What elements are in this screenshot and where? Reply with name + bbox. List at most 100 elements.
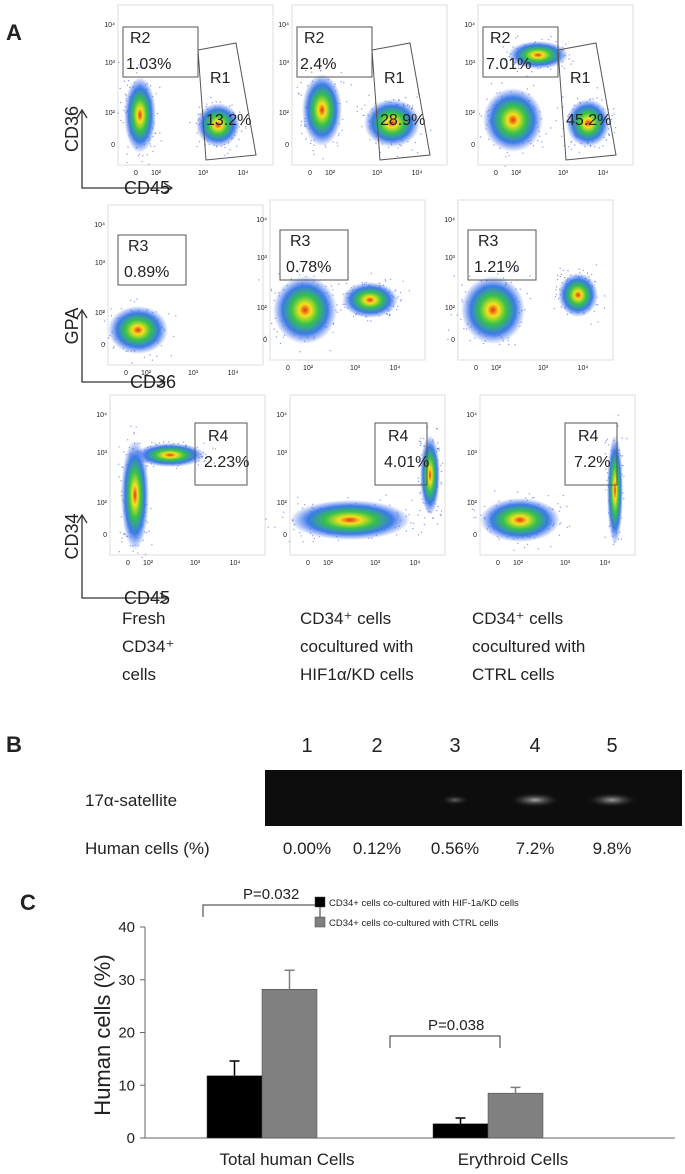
event-dot xyxy=(304,69,307,72)
event-dot xyxy=(155,93,157,95)
flow-plot: 0 10² 10³ 10⁴ 0 10² 10³ 10⁴ R3 0.78% xyxy=(256,199,426,372)
event-dot xyxy=(463,327,465,330)
event-dot xyxy=(490,82,493,85)
column-caption: cells xyxy=(122,665,156,684)
event-dot xyxy=(566,526,569,529)
event-dot xyxy=(345,282,348,284)
x-tick-label: 10² xyxy=(325,170,336,177)
lane-number: 4 xyxy=(529,735,540,757)
event-dot xyxy=(621,455,623,457)
gate-name: R4 xyxy=(388,428,409,445)
density-blob xyxy=(558,273,598,317)
event-dot xyxy=(438,449,440,452)
gate xyxy=(374,422,428,486)
event-dot xyxy=(542,146,544,148)
y-tick-label: 10⁴ xyxy=(278,22,289,29)
event-dot xyxy=(501,82,503,84)
gate-percent: 7.2% xyxy=(574,454,610,471)
event-dot xyxy=(475,516,477,518)
event-dot xyxy=(567,270,569,272)
event-dot xyxy=(389,278,392,281)
event-dot xyxy=(224,154,226,157)
event-dot xyxy=(224,146,226,149)
event-dot xyxy=(417,480,420,483)
density-blob xyxy=(607,435,623,545)
x-tick-label: 0 xyxy=(286,365,290,372)
event-dot xyxy=(160,140,162,142)
x-tick-label: 0 xyxy=(134,170,138,177)
event-dot xyxy=(173,335,175,338)
y-tick-label: 0 xyxy=(101,342,105,349)
event-dot xyxy=(555,40,557,43)
error-bar xyxy=(510,1086,521,1094)
event-dot xyxy=(504,59,506,61)
density-blob xyxy=(461,276,525,344)
event-dot xyxy=(146,154,149,156)
event-dot xyxy=(519,288,521,290)
gate-percent: 7.01% xyxy=(486,56,531,73)
y-tick-label: 10² xyxy=(97,500,108,507)
y-tick-label: 10 xyxy=(118,1077,135,1094)
event-dot xyxy=(460,318,462,321)
event-dot xyxy=(529,297,532,300)
density-blob xyxy=(135,443,205,467)
event-dot xyxy=(523,547,526,549)
event-dot xyxy=(198,106,200,108)
event-dot xyxy=(204,453,207,455)
lane-percent: 7.2% xyxy=(516,839,555,858)
event-dot xyxy=(141,556,143,559)
event-dot xyxy=(203,460,205,463)
event-dot xyxy=(447,338,449,341)
x-tick-label: 10⁴ xyxy=(230,560,241,567)
event-dot xyxy=(144,553,147,555)
event-dot xyxy=(568,58,570,60)
gate xyxy=(557,42,617,161)
event-dot xyxy=(559,275,562,278)
event-dot xyxy=(413,522,415,525)
event-dot xyxy=(275,336,278,338)
event-dot xyxy=(189,121,191,124)
event-dot xyxy=(562,494,565,497)
event-dot xyxy=(211,102,213,104)
density-blob xyxy=(108,306,168,354)
event-dot xyxy=(602,145,604,147)
event-dot xyxy=(288,540,291,542)
x-axis-label: CD36 xyxy=(130,372,176,392)
event-dot xyxy=(539,135,541,137)
event-dot xyxy=(229,149,231,151)
event-dot xyxy=(497,273,499,275)
event-dot xyxy=(340,71,342,74)
event-dot xyxy=(613,132,616,134)
event-dot xyxy=(175,315,177,317)
event-dot xyxy=(394,290,396,292)
event-dot xyxy=(412,527,414,530)
event-dot xyxy=(159,86,161,89)
gel-band xyxy=(441,795,469,805)
event-dot xyxy=(133,443,136,445)
event-dot xyxy=(440,481,443,484)
event-dot xyxy=(296,86,298,89)
y-tick-label: 0 xyxy=(103,532,107,539)
axis-arrow xyxy=(76,108,174,194)
event-dot xyxy=(342,118,344,121)
event-dot xyxy=(267,526,269,528)
gate-name: R3 xyxy=(290,233,311,250)
event-dot xyxy=(156,112,159,115)
event-dot xyxy=(121,466,123,468)
event-dot xyxy=(605,440,607,442)
event-dot xyxy=(486,98,488,100)
event-dot xyxy=(362,115,365,117)
event-dot xyxy=(515,269,518,271)
event-dot xyxy=(130,425,132,427)
event-dot xyxy=(198,141,201,143)
event-dot xyxy=(279,342,282,345)
event-dot xyxy=(469,499,471,501)
event-dot xyxy=(278,273,280,275)
event-dot xyxy=(303,504,306,506)
event-dot xyxy=(498,343,501,346)
event-dot xyxy=(591,273,593,276)
event-dot xyxy=(118,446,120,448)
event-dot xyxy=(550,68,552,70)
event-dot xyxy=(555,120,557,122)
event-dot xyxy=(461,284,463,286)
